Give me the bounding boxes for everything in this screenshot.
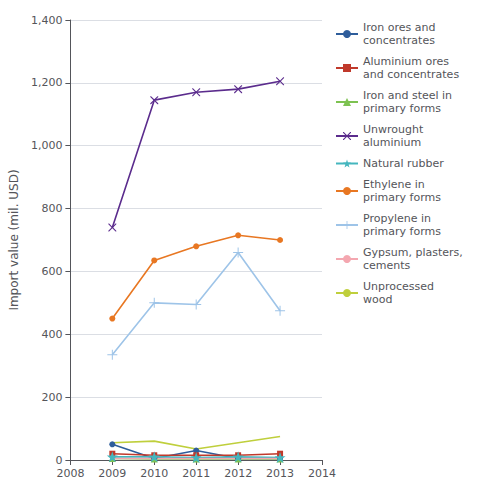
svg-text:Unwrought: Unwrought — [363, 123, 424, 136]
svg-text:2008: 2008 — [56, 467, 84, 480]
svg-text:400: 400 — [41, 328, 62, 341]
svg-text:primary forms: primary forms — [363, 102, 441, 115]
svg-text:1,200: 1,200 — [31, 76, 63, 89]
svg-text:Natural rubber: Natural rubber — [363, 157, 444, 170]
svg-text:Iron ores and: Iron ores and — [363, 21, 435, 34]
svg-text:primary forms: primary forms — [363, 191, 441, 204]
svg-text:2014: 2014 — [308, 467, 336, 480]
svg-text:Iron and steel in: Iron and steel in — [363, 89, 452, 102]
svg-text:2013: 2013 — [266, 467, 294, 480]
svg-text:2012: 2012 — [224, 467, 252, 480]
svg-text:wood: wood — [363, 293, 392, 306]
svg-text:Aluminium ores: Aluminium ores — [363, 55, 449, 68]
svg-text:0: 0 — [55, 454, 62, 467]
svg-text:600: 600 — [41, 265, 62, 278]
svg-text:1,400: 1,400 — [31, 14, 63, 27]
svg-text:Gypsum, plasters,: Gypsum, plasters, — [363, 246, 463, 259]
svg-text:concentrates: concentrates — [363, 34, 435, 47]
svg-text:1,000: 1,000 — [31, 139, 63, 152]
svg-text:Propylene in: Propylene in — [363, 212, 431, 225]
svg-text:Unprocessed: Unprocessed — [363, 280, 434, 293]
svg-text:primary forms: primary forms — [363, 225, 441, 238]
svg-text:2009: 2009 — [98, 467, 126, 480]
svg-text:2011: 2011 — [182, 467, 210, 480]
svg-text:cements: cements — [363, 259, 411, 272]
svg-text:2010: 2010 — [140, 467, 168, 480]
svg-text:200: 200 — [41, 391, 62, 404]
svg-text:Import value (mil. USD): Import value (mil. USD) — [7, 169, 21, 310]
svg-text:800: 800 — [41, 202, 62, 215]
svg-text:Ethylene in: Ethylene in — [363, 178, 425, 191]
svg-text:and concentrates: and concentrates — [363, 68, 459, 81]
svg-text:aluminium: aluminium — [363, 136, 421, 149]
